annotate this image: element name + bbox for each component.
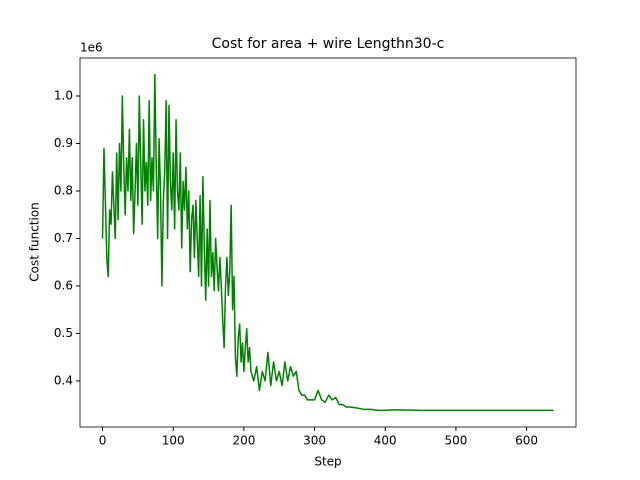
y-tick-label: 1.0: [54, 88, 73, 102]
y-tick-label: 0.5: [54, 326, 73, 340]
x-tick-label: 600: [515, 434, 538, 448]
x-axis-label: Step: [314, 455, 341, 469]
y-tick-label: 0.4: [54, 373, 73, 387]
chart-title: Cost for area + wire Lengthn30-c: [212, 36, 445, 52]
data-line: [101, 73, 554, 412]
plot-frame: [79, 57, 577, 428]
x-tick-label: 500: [444, 434, 467, 448]
y-tick-label: 0.6: [54, 278, 73, 292]
x-tick-label: 300: [303, 434, 326, 448]
y-offset-label: 1e6: [80, 41, 103, 55]
y-tick-label: 0.7: [54, 231, 73, 245]
y-tick-label: 0.9: [54, 136, 73, 150]
x-tick-label: 400: [374, 434, 397, 448]
y-tick-label: 0.8: [54, 183, 73, 197]
y-axis-label: Cost function: [28, 202, 42, 282]
x-tick-label: 100: [162, 434, 185, 448]
x-tick-label: 200: [232, 434, 255, 448]
x-tick-label: 0: [99, 434, 107, 448]
